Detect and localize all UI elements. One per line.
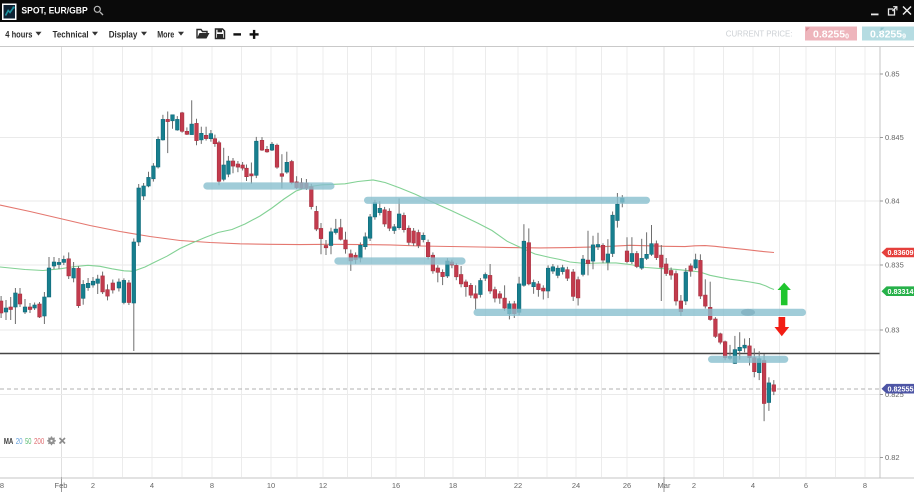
svg-text:24: 24 <box>572 481 580 490</box>
svg-text:200: 200 <box>34 437 45 446</box>
svg-text:0.825: 0.825 <box>885 390 904 399</box>
svg-text:0.83314: 0.83314 <box>888 287 914 296</box>
svg-text:8: 8 <box>863 481 867 490</box>
svg-text:2: 2 <box>91 481 95 490</box>
svg-text:0.84: 0.84 <box>885 197 900 206</box>
svg-text:12: 12 <box>319 481 327 490</box>
svg-text:0.83609: 0.83609 <box>888 248 914 257</box>
svg-text:6: 6 <box>804 481 808 490</box>
svg-text:0.82: 0.82 <box>885 453 900 462</box>
svg-text:8: 8 <box>210 481 214 490</box>
svg-text:SPOT, EUR/GBP: SPOT, EUR/GBP <box>21 6 88 17</box>
svg-text:0.82550: 0.82550 <box>813 29 849 41</box>
svg-text:18: 18 <box>449 481 457 490</box>
svg-text:0.835: 0.835 <box>885 261 904 270</box>
svg-text:4: 4 <box>751 481 755 490</box>
svg-text:10: 10 <box>267 481 275 490</box>
svg-text:20: 20 <box>16 437 23 446</box>
svg-text:Feb: Feb <box>55 481 68 490</box>
svg-text:0.83: 0.83 <box>885 326 900 335</box>
svg-text:Technical: Technical <box>53 29 89 40</box>
svg-text:4: 4 <box>150 481 154 490</box>
svg-text:MA: MA <box>4 437 14 446</box>
svg-text:2: 2 <box>692 481 696 490</box>
svg-text:22: 22 <box>514 481 522 490</box>
svg-text:More: More <box>157 29 174 40</box>
svg-text:4 hours: 4 hours <box>5 29 32 40</box>
svg-text:0.82555: 0.82555 <box>888 384 914 393</box>
svg-text:Mar: Mar <box>658 481 671 490</box>
svg-text:16: 16 <box>392 481 400 490</box>
svg-text:0.845: 0.845 <box>885 133 904 142</box>
svg-text:0.82559: 0.82559 <box>870 29 906 41</box>
svg-text:0.85: 0.85 <box>885 70 900 79</box>
svg-text:50: 50 <box>25 437 32 446</box>
svg-text:26: 26 <box>623 481 631 490</box>
svg-text:Display: Display <box>109 29 138 40</box>
svg-text:CURRENT PRICE:: CURRENT PRICE: <box>726 29 793 39</box>
svg-text:8: 8 <box>0 481 4 490</box>
